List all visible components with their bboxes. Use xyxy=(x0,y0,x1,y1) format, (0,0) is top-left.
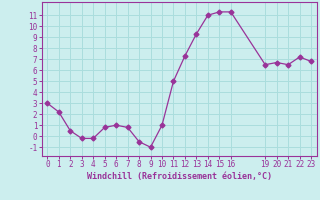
X-axis label: Windchill (Refroidissement éolien,°C): Windchill (Refroidissement éolien,°C) xyxy=(87,172,272,181)
